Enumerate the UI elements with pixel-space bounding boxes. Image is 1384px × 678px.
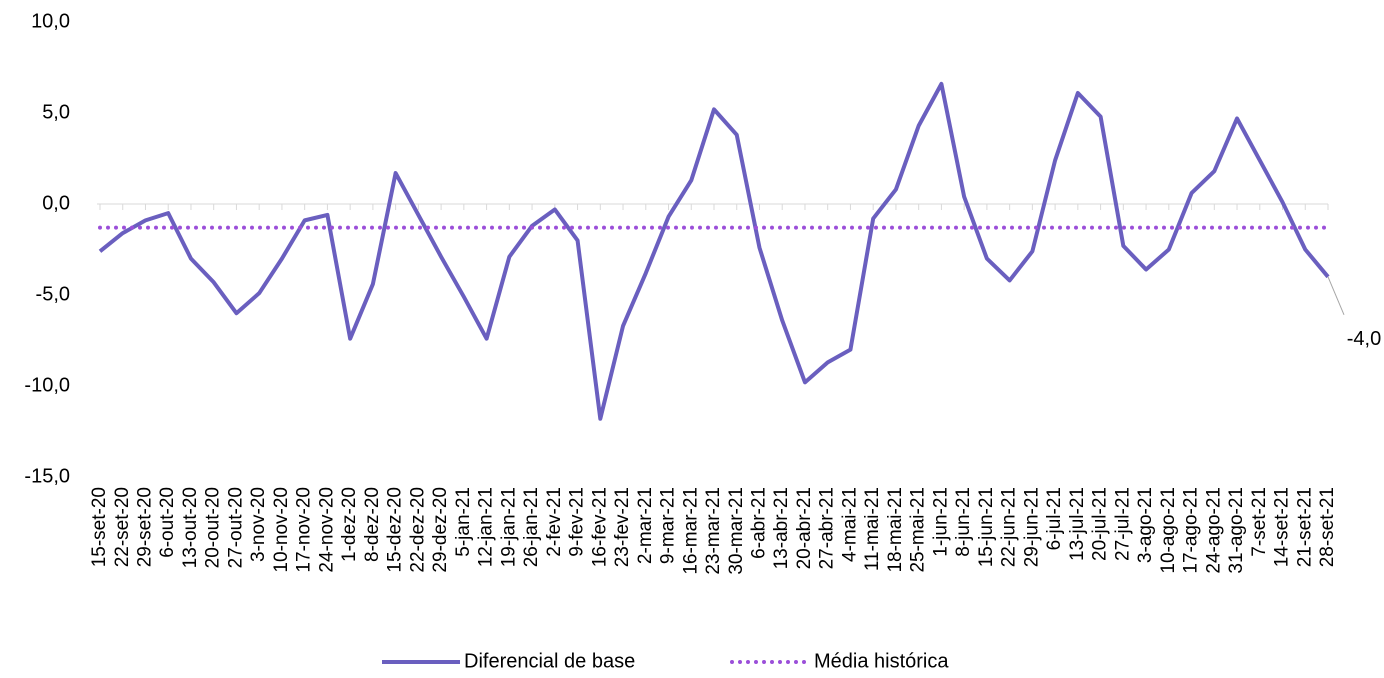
x-tick-label: 6-abr-21	[748, 487, 769, 559]
x-tick-label: 28-set-21	[1317, 487, 1338, 567]
x-tick-label: 12-jan-21	[476, 487, 497, 567]
x-tick-label: 10-nov-20	[271, 487, 292, 573]
x-tick-label: 29-jun-21	[1021, 487, 1042, 567]
x-tick-label: 16-fev-21	[589, 487, 610, 567]
x-tick-label: 30-mar-21	[726, 487, 747, 575]
x-tick-label: 27-abr-21	[817, 487, 838, 569]
y-tick-label: -10,0	[24, 374, 70, 396]
x-tick-label: 11-mai-21	[862, 487, 883, 571]
x-tick-label: 22-set-20	[112, 487, 133, 567]
x-tick-label: 23-mar-21	[703, 487, 724, 575]
x-tick-label: 24-ago-21	[1203, 487, 1224, 574]
x-tick-label: 18-mai-21	[885, 487, 906, 573]
x-tick-label: 9-fev-21	[567, 487, 588, 557]
x-tick-label: 24-nov-20	[316, 487, 337, 573]
data-label: -4,0	[1347, 328, 1381, 350]
x-tick-label: 21-set-21	[1294, 487, 1315, 567]
x-tick-label: 10-ago-21	[1158, 487, 1179, 574]
x-tick-label: 13-jul-21	[1067, 487, 1088, 561]
x-tick-label: 25-mai-21	[908, 487, 929, 573]
x-tick-label: 22-jun-21	[999, 487, 1020, 567]
x-tick-label: 3-ago-21	[1135, 487, 1156, 563]
x-tick-label: 29-set-20	[134, 487, 155, 567]
x-tick-label: 5-jan-21	[453, 487, 474, 557]
series-line	[98, 81, 1330, 421]
legend-label: Diferencial de base	[464, 650, 635, 672]
x-tick-label: 13-out-20	[180, 487, 201, 568]
x-tick-label: 31-ago-21	[1226, 487, 1247, 574]
x-tick-label: 27-out-20	[225, 487, 246, 568]
x-tick-label: 3-nov-20	[248, 487, 269, 562]
x-tick-label: 9-mar-21	[658, 487, 679, 564]
x-tick-label: 20-jul-21	[1090, 487, 1111, 561]
x-tick-label: 20-abr-21	[794, 487, 815, 569]
x-tick-label: 4-mai-21	[839, 487, 860, 562]
x-tick-label: 7-set-21	[1249, 487, 1270, 557]
x-tick-label: 23-fev-21	[612, 487, 633, 567]
y-tick-label: 5,0	[42, 101, 70, 123]
x-tick-label: 26-jan-21	[521, 487, 542, 567]
x-tick-label: 14-set-21	[1272, 487, 1293, 567]
legend-label: Média histórica	[814, 650, 949, 672]
x-tick-label: 8-jun-21	[953, 487, 974, 557]
x-tick-label: 19-jan-21	[498, 487, 519, 567]
x-tick-label: 22-dez-20	[407, 487, 428, 573]
y-tick-label: -5,0	[36, 283, 70, 305]
leader-line	[1327, 276, 1345, 315]
x-tick-label: 1-jun-21	[930, 487, 951, 557]
x-tick-label: 15-jun-21	[976, 487, 997, 567]
x-tick-label: 20-out-20	[203, 487, 224, 568]
x-tick-label: 29-dez-20	[430, 487, 451, 573]
x-tick-label: 17-ago-21	[1181, 487, 1202, 574]
x-tick-label: 8-dez-20	[362, 487, 383, 562]
x-tick-label: 6-out-20	[157, 487, 178, 558]
x-tick-label: 16-mar-21	[680, 487, 701, 575]
x-tick-label: 17-nov-20	[294, 487, 315, 573]
x-tick-label: 2-mar-21	[635, 487, 656, 564]
x-tick-label: 1-dez-20	[339, 487, 360, 562]
x-tick-label: 6-jul-21	[1044, 487, 1065, 550]
y-tick-label: 0,0	[42, 192, 70, 214]
x-tick-label: 27-jul-21	[1112, 487, 1133, 561]
y-tick-label: 10,0	[31, 10, 70, 32]
x-tick-label: 15-set-20	[89, 487, 110, 567]
x-tick-label: 2-fev-21	[544, 487, 565, 557]
x-tick-label: 15-dez-20	[385, 487, 406, 573]
x-tick-label: 13-abr-21	[771, 487, 792, 569]
y-tick-label: -15,0	[24, 465, 70, 487]
